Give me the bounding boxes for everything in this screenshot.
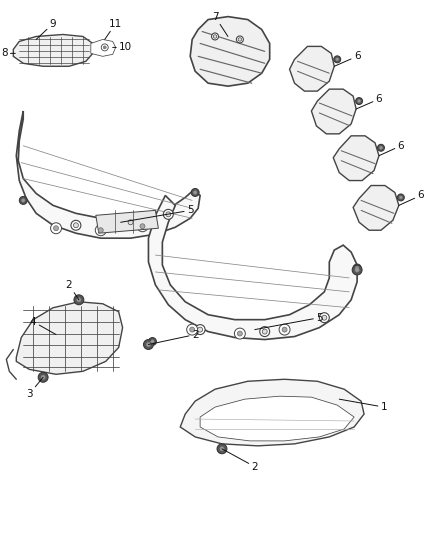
Circle shape [41, 375, 45, 379]
Polygon shape [96, 211, 159, 233]
Polygon shape [148, 196, 357, 340]
Circle shape [399, 196, 402, 199]
Circle shape [213, 35, 217, 38]
Circle shape [191, 189, 199, 197]
Polygon shape [16, 111, 200, 238]
Circle shape [103, 46, 106, 49]
Circle shape [21, 199, 25, 202]
Circle shape [146, 342, 151, 346]
Circle shape [358, 100, 360, 102]
Circle shape [38, 373, 48, 382]
Circle shape [187, 324, 198, 335]
Circle shape [397, 194, 404, 201]
Circle shape [282, 327, 287, 332]
Text: 4: 4 [30, 317, 56, 335]
Circle shape [238, 38, 242, 41]
Circle shape [260, 327, 270, 336]
Text: 11: 11 [105, 19, 122, 39]
Text: 2: 2 [66, 280, 79, 300]
Polygon shape [16, 302, 123, 374]
Circle shape [144, 340, 153, 350]
Text: 5: 5 [120, 205, 194, 222]
Text: 6: 6 [334, 51, 360, 66]
Text: 5: 5 [255, 313, 323, 329]
Text: 2: 2 [148, 329, 198, 344]
Polygon shape [353, 185, 399, 230]
Polygon shape [180, 379, 364, 446]
Text: 10: 10 [113, 43, 132, 52]
Circle shape [148, 337, 156, 345]
Text: 1: 1 [339, 399, 387, 412]
Circle shape [355, 268, 359, 272]
Circle shape [356, 266, 359, 270]
Polygon shape [200, 396, 354, 441]
Circle shape [166, 212, 171, 217]
Text: 9: 9 [36, 19, 57, 39]
Circle shape [234, 328, 245, 339]
Circle shape [126, 217, 135, 227]
Text: 2: 2 [222, 449, 258, 472]
Circle shape [279, 324, 290, 335]
Circle shape [237, 331, 242, 336]
Text: 6: 6 [379, 141, 404, 156]
Circle shape [71, 220, 81, 230]
Circle shape [190, 327, 194, 332]
Circle shape [319, 313, 329, 322]
Circle shape [128, 220, 133, 225]
Circle shape [217, 444, 227, 454]
Text: 8: 8 [1, 49, 15, 58]
Circle shape [237, 36, 244, 43]
Circle shape [50, 223, 61, 233]
Circle shape [163, 209, 173, 219]
Circle shape [95, 225, 106, 236]
Text: 6: 6 [356, 94, 382, 109]
Circle shape [98, 228, 103, 233]
Polygon shape [311, 89, 356, 134]
Circle shape [379, 146, 382, 149]
Text: 6: 6 [399, 190, 424, 205]
Circle shape [74, 223, 78, 228]
Polygon shape [190, 17, 270, 86]
Circle shape [378, 144, 385, 151]
Circle shape [151, 340, 154, 343]
Circle shape [195, 325, 205, 335]
Circle shape [137, 221, 148, 232]
Circle shape [140, 224, 145, 229]
Circle shape [262, 329, 267, 334]
Circle shape [356, 98, 363, 104]
Circle shape [212, 33, 219, 40]
Circle shape [336, 58, 339, 61]
Circle shape [334, 56, 341, 63]
Circle shape [198, 327, 203, 332]
Circle shape [322, 315, 327, 320]
Circle shape [53, 226, 59, 231]
Polygon shape [290, 46, 334, 91]
Circle shape [19, 197, 27, 204]
Circle shape [352, 265, 362, 275]
Text: 7: 7 [212, 12, 228, 36]
Text: 3: 3 [26, 377, 43, 399]
Polygon shape [91, 39, 116, 56]
Circle shape [194, 191, 197, 194]
Polygon shape [333, 136, 379, 181]
Circle shape [353, 264, 361, 272]
Circle shape [74, 295, 84, 305]
Polygon shape [13, 35, 93, 66]
Circle shape [77, 298, 81, 302]
Circle shape [101, 44, 108, 51]
Circle shape [220, 447, 224, 451]
